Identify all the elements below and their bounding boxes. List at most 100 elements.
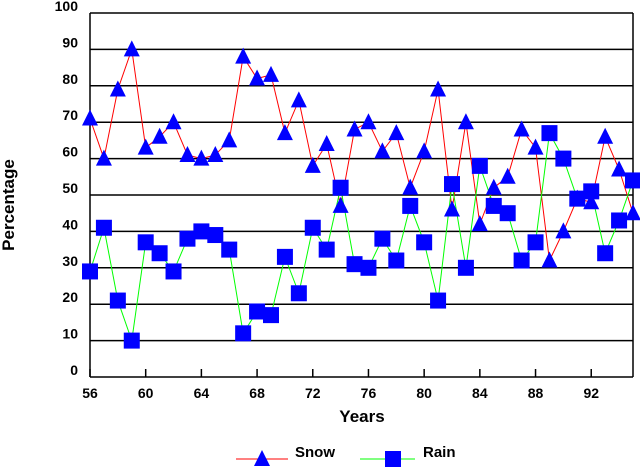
rain-point (402, 197, 419, 214)
rain-point (513, 252, 530, 269)
snow-point (388, 124, 405, 141)
snow-point (471, 215, 488, 232)
rain-point (123, 332, 140, 349)
legend-rain-square-icon (385, 451, 401, 467)
rain-point (555, 150, 572, 167)
y-axis-title: Percentage (0, 159, 18, 251)
legend-snow-triangle-icon (254, 450, 270, 466)
snow-point (360, 113, 377, 130)
rain-point (416, 234, 433, 251)
snow-point (430, 80, 447, 97)
rain-point (332, 179, 349, 196)
rain-point (263, 307, 279, 324)
snow-point (416, 142, 433, 159)
x-tick-label: 72 (305, 385, 321, 401)
snow-point (165, 113, 182, 130)
y-tick-label: 50 (62, 180, 78, 196)
rain-point (207, 227, 224, 244)
x-tick-labels: 56 60 64 68 72 76 80 84 88 92 (82, 385, 599, 401)
rain-point (374, 230, 391, 247)
rain-point (541, 125, 558, 142)
snow-point (207, 145, 224, 162)
legend-item-rain: Rain (360, 444, 456, 467)
rain-point (597, 245, 614, 262)
rain-point (249, 303, 266, 320)
rain-point (95, 219, 112, 236)
y-tick-label: 70 (62, 107, 78, 123)
rain-point (360, 259, 377, 276)
rain-point (165, 263, 182, 280)
rain-point (471, 157, 488, 174)
x-tick-label: 88 (528, 385, 544, 401)
y-tick-label: 80 (62, 71, 78, 87)
y-tick-label: 0 (70, 362, 78, 378)
rain-point (485, 197, 502, 214)
rain-line (89, 131, 634, 341)
snow-point (611, 160, 628, 177)
gridlines (90, 12, 633, 342)
legend-rain-label: Rain (423, 444, 456, 461)
snow-point (555, 222, 572, 239)
rain-point (276, 248, 293, 265)
snow-point (457, 113, 474, 130)
y-tick-label: 30 (62, 253, 78, 269)
legend-snow-label: Snow (295, 444, 335, 461)
x-tick-label: 76 (361, 385, 377, 401)
x-tick-label: 68 (249, 385, 265, 401)
x-tick-label: 60 (138, 385, 154, 401)
snow-point (485, 178, 502, 195)
rain-point (625, 172, 640, 189)
x-axis-title: Years (339, 407, 384, 426)
rain-point (304, 219, 321, 236)
snow-point (402, 178, 419, 195)
rain-point (193, 223, 210, 240)
rain-point (109, 292, 126, 309)
snow-point (249, 69, 266, 86)
x-tick-label: 92 (583, 385, 599, 401)
snow-point (374, 142, 391, 159)
snow-line (89, 49, 634, 263)
snow-point (597, 127, 614, 144)
y-tick-labels: 0 10 20 30 40 50 60 70 80 90 100 (55, 0, 79, 378)
rain-point (388, 252, 405, 269)
series-group (82, 40, 640, 349)
snow-point (123, 40, 140, 57)
rain-point (318, 241, 335, 258)
x-tick-label: 56 (82, 385, 98, 401)
rain-point (82, 263, 98, 280)
snow-point (221, 131, 238, 148)
snow-point (109, 80, 126, 97)
snow-point (276, 124, 293, 141)
rain-point (457, 259, 474, 276)
rain-point (179, 230, 196, 247)
snow-point (137, 138, 154, 155)
rain-point (151, 245, 168, 262)
y-tick-label: 60 (62, 144, 78, 160)
x-tick-label: 84 (472, 385, 488, 401)
snow-point (513, 120, 530, 137)
rain-point (235, 325, 252, 342)
snow-point (179, 145, 196, 162)
snow-point (541, 251, 558, 268)
rain-point (527, 234, 544, 251)
rain-point (430, 292, 447, 309)
snow-point (527, 138, 544, 155)
snow-point (290, 91, 307, 108)
snow-point (583, 193, 600, 210)
legend-item-snow: Snow (236, 444, 335, 466)
legend: Snow Rain (236, 444, 456, 467)
snow-point (625, 204, 640, 221)
snow-point (304, 156, 321, 173)
rain-point (499, 205, 516, 222)
rain-point (569, 190, 586, 207)
snow-point (318, 135, 335, 152)
rain-point (290, 285, 307, 302)
y-tick-label: 20 (62, 289, 78, 305)
x-tick-label: 64 (194, 385, 210, 401)
snow-point (82, 109, 98, 126)
snow-point (151, 127, 168, 144)
snow-point (235, 47, 252, 64)
snow-point (95, 149, 112, 166)
x-tick-label: 80 (416, 385, 432, 401)
